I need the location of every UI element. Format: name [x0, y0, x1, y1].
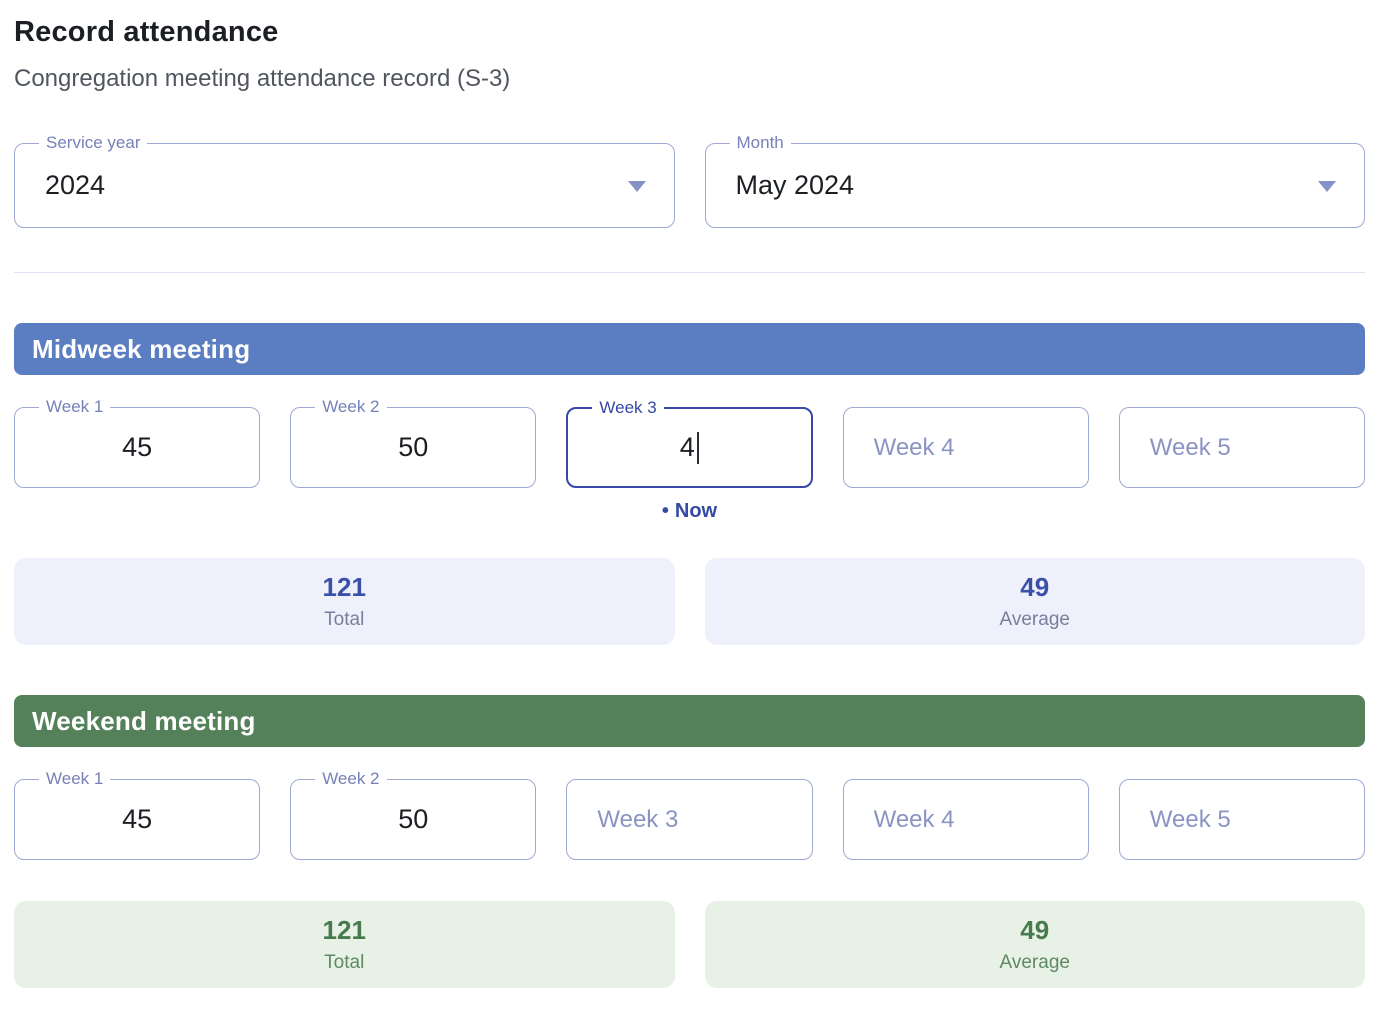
- weekend-week2-input[interactable]: Week 2 50: [290, 769, 537, 860]
- week1-value: 45: [122, 432, 153, 462]
- service-year-label: Service year: [39, 133, 148, 153]
- midweek-section-header: Midweek meeting: [14, 323, 1365, 375]
- week1-value: 45: [122, 804, 153, 834]
- week3-placeholder: Week 3: [597, 805, 679, 833]
- midweek-total-value: 121: [322, 572, 366, 602]
- week3-label: Week 3: [592, 398, 664, 418]
- record-attendance-page: Record attendance Congregation meeting a…: [14, 16, 1365, 988]
- midweek-average-value: 49: [1020, 572, 1050, 602]
- page-title: Record attendance: [14, 16, 279, 48]
- week5-placeholder: Week 5: [1149, 433, 1231, 461]
- weekend-average-box: 49 Average: [704, 901, 1365, 988]
- midweek-average-box: 49 Average: [704, 558, 1365, 645]
- midweek-weeks-row: Week 1 45 Week 2 50 Week 3 4 Week 4 Week…: [14, 397, 1365, 488]
- weekend-average-label: Average: [999, 952, 1070, 973]
- weekend-total-label: Total: [324, 952, 365, 973]
- weekend-week4-input[interactable]: Week 4: [842, 779, 1089, 860]
- month-select[interactable]: Month May 2024: [704, 133, 1365, 228]
- week2-value: 50: [398, 432, 429, 462]
- weekend-total-box: 121 Total: [14, 901, 675, 988]
- week1-label: Week 1: [39, 769, 111, 789]
- weekend-week1-input[interactable]: Week 1 45: [14, 769, 261, 860]
- midweek-total-label: Total: [324, 609, 365, 630]
- weekend-week5-input[interactable]: Week 5: [1118, 779, 1365, 860]
- month-label: Month: [729, 133, 791, 153]
- weekend-weeks-row: Week 1 45 Week 2 50 Week 3 Week 4 Week 5: [14, 769, 1365, 860]
- filters-row: Service year 2024 Month May 2024: [14, 133, 1365, 228]
- bullet-dot-icon: •: [661, 500, 669, 522]
- week3-value: 4: [568, 409, 810, 486]
- week2-label: Week 2: [315, 769, 387, 789]
- midweek-week1-input[interactable]: Week 1 45: [14, 397, 261, 488]
- week2-label: Week 2: [315, 397, 387, 417]
- service-year-value: 2024: [45, 170, 106, 200]
- midweek-total-box: 121 Total: [14, 558, 675, 645]
- weekend-total-value: 121: [322, 915, 366, 945]
- chevron-down-icon: [1318, 180, 1336, 192]
- now-row: • Now: [14, 500, 1365, 523]
- week4-placeholder: Week 4: [873, 433, 955, 461]
- week1-label: Week 1: [39, 397, 111, 417]
- chevron-down-icon: [627, 180, 646, 192]
- divider: [14, 272, 1365, 273]
- midweek-average-label: Average: [999, 609, 1070, 630]
- midweek-summary-row: 121 Total 49 Average: [14, 558, 1365, 645]
- midweek-week5-input[interactable]: Week 5: [1118, 407, 1365, 488]
- weekend-section-header: Weekend meeting: [14, 695, 1365, 747]
- text-cursor: [696, 431, 700, 464]
- service-year-select[interactable]: Service year 2024: [14, 133, 675, 228]
- midweek-week3-input[interactable]: Week 3 4: [566, 398, 813, 488]
- month-value: May 2024: [735, 170, 855, 200]
- week2-value: 50: [398, 804, 429, 834]
- weekend-summary-row: 121 Total 49 Average: [14, 901, 1365, 988]
- week4-placeholder: Week 4: [873, 805, 955, 833]
- week5-placeholder: Week 5: [1149, 805, 1231, 833]
- weekend-week3-input[interactable]: Week 3: [566, 779, 813, 860]
- midweek-week2-input[interactable]: Week 2 50: [290, 397, 537, 488]
- weekend-average-value: 49: [1020, 915, 1050, 945]
- page-subtitle: Congregation meeting attendance record (…: [14, 65, 511, 92]
- now-text: Now: [674, 500, 718, 522]
- now-indicator: • Now: [566, 500, 812, 523]
- midweek-week4-input[interactable]: Week 4: [842, 407, 1089, 488]
